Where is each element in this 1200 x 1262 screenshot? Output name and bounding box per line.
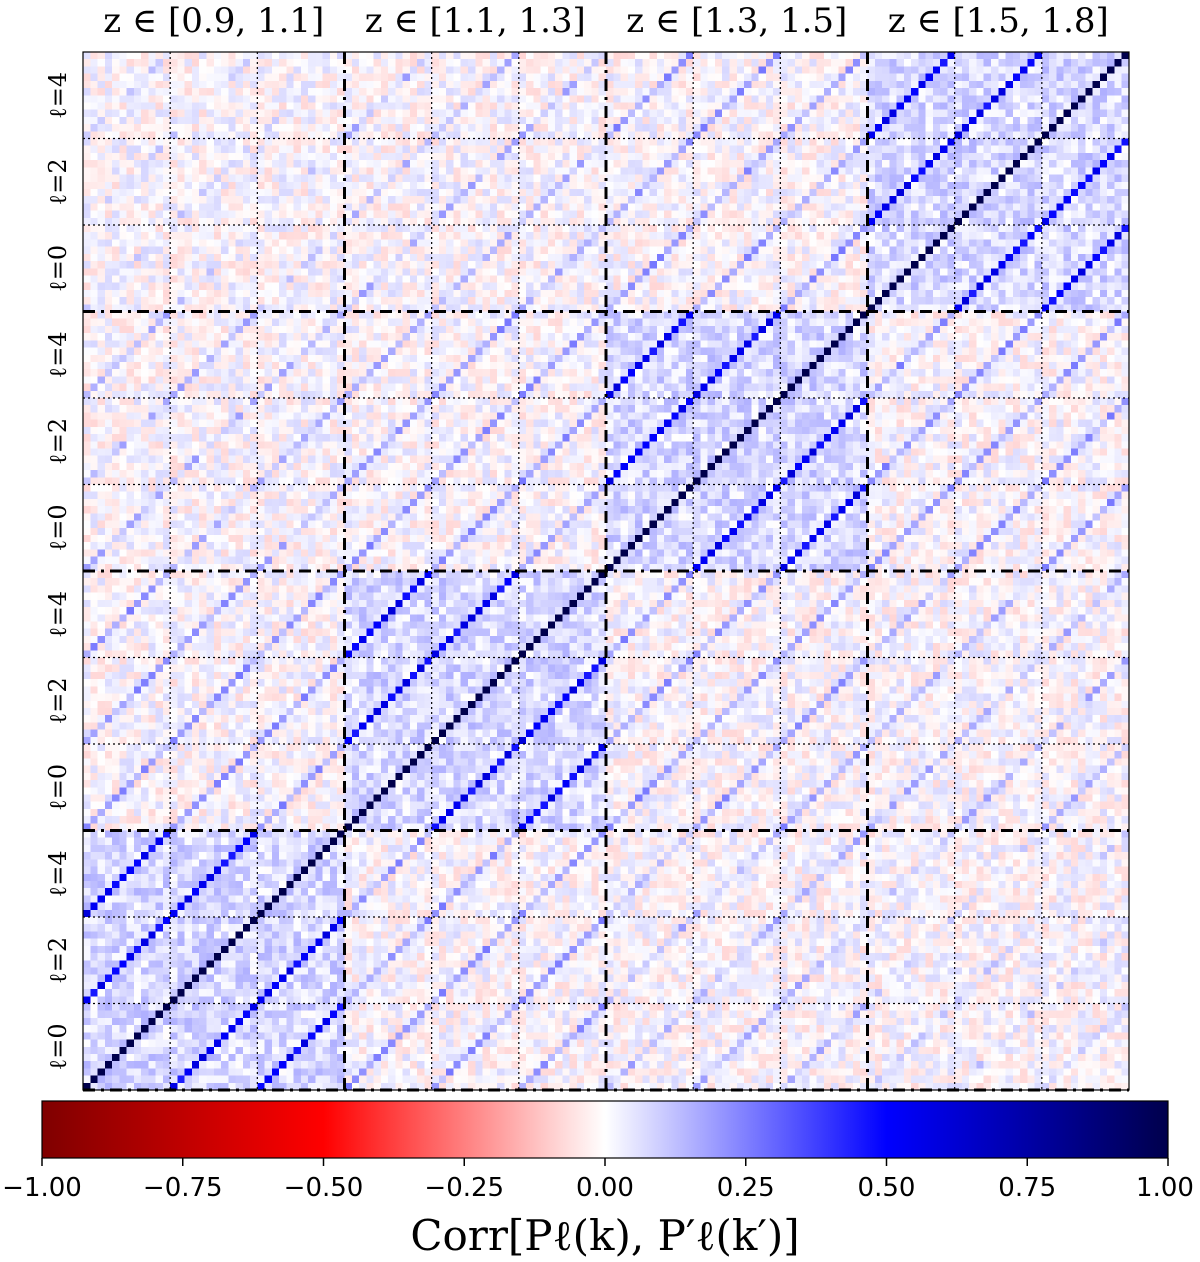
ell-label: ℓ=0 [44, 1023, 72, 1070]
ell-label: ℓ=0 [44, 245, 72, 292]
z-bin-label: z ∈ [1.5, 1.8] [888, 1, 1109, 41]
ell-label: ℓ=0 [44, 764, 72, 811]
colorbar: −1.00 −0.75 −0.50 −0.25 0.00 0.25 0.50 0… [2, 1100, 1194, 1260]
ell-label: ℓ=4 [44, 72, 72, 119]
ell-label: ℓ=2 [44, 418, 72, 465]
colorbar-tick-label: −0.50 [284, 1173, 364, 1203]
ell-label: ℓ=4 [44, 331, 72, 378]
colorbar-title: Corr[Pℓ(k), P′ℓ(k′)] [410, 1211, 799, 1260]
heatmap [82, 51, 1130, 1092]
z-bin-label: z ∈ [1.1, 1.3] [365, 1, 586, 41]
z-bin-label: z ∈ [0.9, 1.1] [103, 1, 324, 41]
colorbar-tick-label: 0.75 [998, 1173, 1056, 1203]
multipole-dotted-grid [83, 52, 1129, 1090]
ell-label: ℓ=0 [44, 504, 72, 551]
ell-label: ℓ=4 [44, 850, 72, 897]
ell-label: ℓ=2 [44, 937, 72, 984]
z-bin-label: z ∈ [1.3, 1.5] [626, 1, 847, 41]
colorbar-tick-label: 0.00 [576, 1173, 634, 1203]
colorbar-tick-label: 0.50 [858, 1173, 916, 1203]
colorbar-tick-label: 1.00 [1136, 1173, 1194, 1203]
colorbar-bar [41, 1100, 1169, 1159]
colorbar-tick-label: −0.75 [143, 1173, 223, 1203]
ell-label: ℓ=2 [44, 158, 72, 205]
multipole-row-labels: ℓ=4 ℓ=2 ℓ=0 ℓ=4 ℓ=2 ℓ=0 ℓ=4 ℓ=2 ℓ=0 ℓ=4 … [44, 72, 72, 1070]
ell-label: ℓ=4 [44, 591, 72, 638]
colorbar-ticks [41, 1158, 1169, 1166]
heatmap-frame [82, 51, 1130, 1091]
colorbar-tick-label: −1.00 [2, 1173, 82, 1203]
ell-label: ℓ=2 [44, 677, 72, 724]
redshift-headers: z ∈ [0.9, 1.1] z ∈ [1.1, 1.3] z ∈ [1.3, … [103, 1, 1108, 41]
colorbar-tick-label: 0.25 [717, 1173, 775, 1203]
colorbar-tick-label: −0.25 [424, 1173, 504, 1203]
